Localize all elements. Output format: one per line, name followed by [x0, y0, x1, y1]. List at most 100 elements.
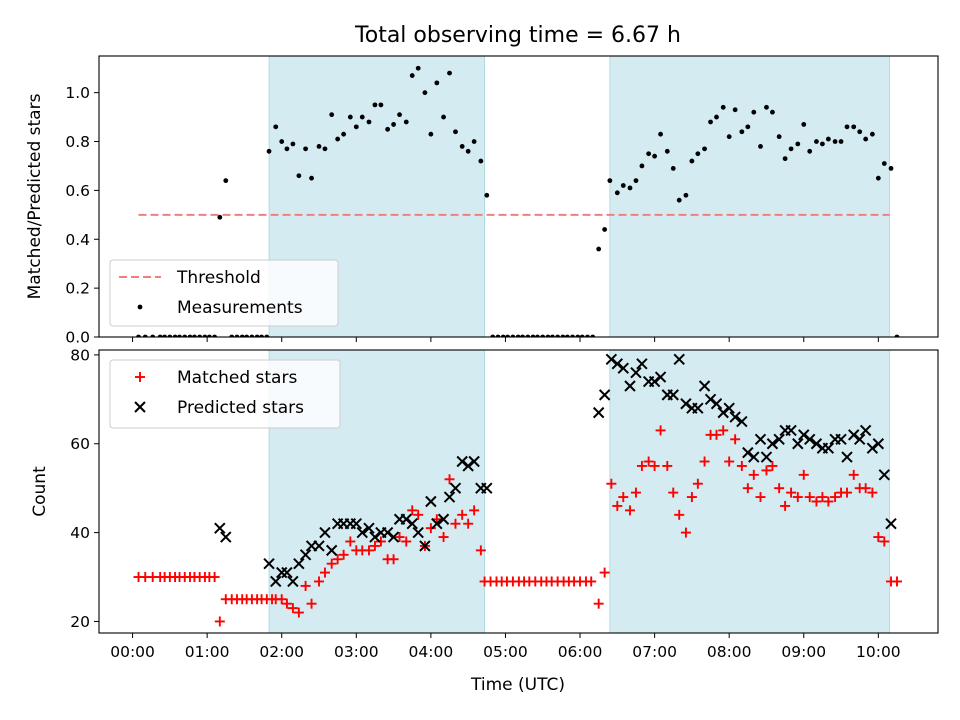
- measurements-point: [202, 334, 208, 337]
- bottom-y-axis-label: Count: [30, 466, 50, 517]
- measurements-point: [881, 161, 887, 166]
- matched-stars-point: [293, 607, 304, 618]
- measurements-point: [223, 178, 229, 184]
- matched-stars-point: [674, 509, 685, 520]
- predicted-stars-point: [785, 424, 797, 437]
- matched-stars-point: [742, 483, 753, 494]
- matched-stars-point: [680, 527, 691, 538]
- predicted-stars-point: [853, 433, 866, 446]
- predicted-stars-point: [885, 518, 897, 530]
- matched-stars-point: [649, 460, 660, 471]
- predicted-stars-point: [406, 518, 418, 530]
- measurements-point: [545, 334, 551, 337]
- x-axis-label: Time (UTC): [470, 675, 565, 695]
- bottom-y-tick-label: 40: [70, 524, 90, 542]
- matched-stars-point: [413, 509, 424, 520]
- matched-stars-point: [363, 545, 374, 556]
- bottom-plot-area: [133, 350, 902, 633]
- matched-stars-point: [860, 483, 871, 494]
- chart-title: Total observing time = 6.67 h: [354, 23, 681, 48]
- predicted-stars-point: [214, 522, 226, 534]
- matched-stars-point: [786, 487, 797, 498]
- top-y-tick-label: 0.4: [65, 231, 90, 249]
- matched-stars-point: [281, 598, 292, 609]
- measurements-point: [646, 151, 652, 157]
- measurements-point: [614, 190, 620, 196]
- legend-label: Matched stars: [177, 368, 297, 388]
- legend-box: [109, 259, 339, 327]
- predicted-stars-point: [481, 482, 493, 494]
- measurements-point: [664, 148, 670, 154]
- predicted-stars-point: [748, 451, 760, 463]
- measurements-point: [284, 146, 290, 152]
- matched-stars-point: [457, 509, 468, 520]
- measurements-point: [415, 65, 421, 71]
- measurements-point: [627, 185, 633, 191]
- measurements-point: [745, 124, 751, 130]
- measurements-point: [695, 151, 701, 157]
- measurements-point: [670, 166, 676, 171]
- top-y-tick-label: 0.2: [65, 280, 90, 298]
- legend-measurements-swatch: [137, 304, 143, 310]
- predicted-stars-point: [270, 575, 282, 588]
- bottom-legend: Matched stars Predicted stars: [109, 359, 341, 429]
- measurements-point: [530, 334, 536, 337]
- measurements-point: [795, 141, 801, 147]
- matched-stars-point: [891, 576, 902, 587]
- x-tick-label: 03:00: [334, 643, 379, 661]
- bottom-axes-frame: [98, 349, 939, 634]
- matched-stars-point: [450, 518, 461, 529]
- bottom-y-tick-label: 20: [70, 613, 90, 631]
- predicted-stars-point: [400, 513, 412, 525]
- measurements-point: [540, 334, 546, 337]
- predicted-stars-point: [710, 398, 723, 410]
- predicted-stars-point: [462, 460, 474, 472]
- measurements-point: [658, 131, 663, 137]
- measurements-point: [814, 139, 819, 144]
- x-tick-label: 01:00: [185, 643, 230, 661]
- x-tick-label: 00:00: [110, 643, 155, 661]
- predicted-stars-point: [431, 518, 443, 530]
- measurements-point: [244, 334, 250, 337]
- x-tick-label: 10:00: [856, 643, 901, 661]
- measurements-point: [708, 119, 713, 125]
- matched-stars-point: [842, 487, 853, 498]
- measurements-point: [403, 119, 409, 125]
- measurements-point: [316, 144, 322, 149]
- measurements-point: [820, 141, 825, 147]
- predicted-stars-point: [698, 380, 711, 392]
- predicted-stars-point: [592, 406, 605, 419]
- top-plot-area: [136, 56, 900, 337]
- measurements-point: [515, 334, 521, 337]
- matched-stars-point: [214, 616, 225, 627]
- measurements-point: [807, 148, 813, 154]
- measurements-point: [264, 334, 270, 337]
- matched-stars-point: [463, 518, 474, 529]
- measurements-point: [259, 334, 264, 337]
- measurements-point: [303, 146, 308, 152]
- measurements-point: [776, 134, 782, 140]
- predicted-stars-point: [667, 389, 679, 401]
- predicted-stars-point: [276, 566, 288, 579]
- matched-stars-point: [686, 492, 697, 503]
- measurements-point: [726, 134, 732, 140]
- predicted-stars-point: [381, 526, 394, 539]
- measurements-point: [353, 124, 359, 130]
- measurements-point: [341, 131, 347, 137]
- measurements-point: [739, 129, 745, 135]
- matched-stars-point: [624, 505, 635, 516]
- measurements-point: [239, 334, 245, 337]
- predicted-stars-point: [729, 411, 741, 423]
- matched-stars-point: [209, 572, 220, 583]
- top-y-tick-label: 0.6: [65, 182, 90, 200]
- legend-box: [109, 359, 341, 429]
- predicted-stars-point: [369, 531, 381, 543]
- predicted-stars-point: [866, 442, 879, 454]
- predicted-stars-point: [281, 566, 293, 579]
- measurements-point: [838, 139, 844, 144]
- measurements-point: [229, 334, 235, 337]
- measurements-point: [764, 104, 769, 110]
- matched-stars-point: [643, 456, 654, 467]
- predicted-stars-point: [611, 358, 624, 370]
- measurements-point: [484, 192, 490, 198]
